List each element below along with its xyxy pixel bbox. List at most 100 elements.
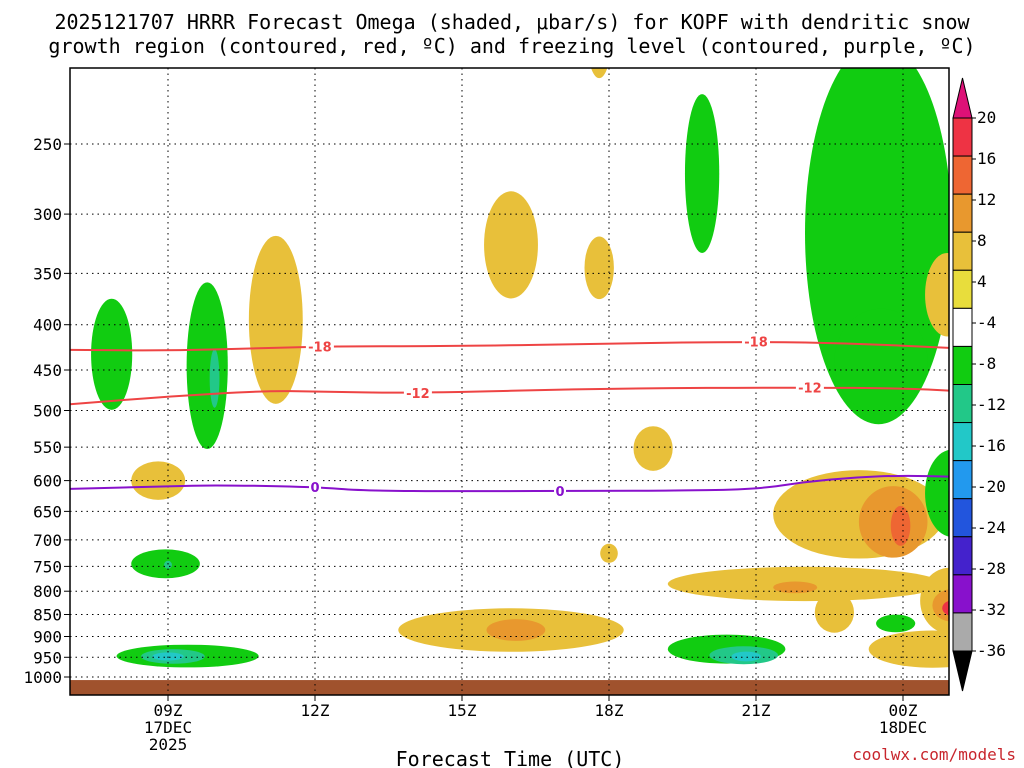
ytick-label-650: 650 xyxy=(33,502,62,521)
ground-below-surface xyxy=(70,680,949,695)
contour-label-bg-dgz-minus-12-1 xyxy=(795,380,824,395)
ytick-label-700: 700 xyxy=(33,531,62,550)
contour-label-bg-freezing-level-0-0 xyxy=(309,479,321,494)
ytick-label-450: 450 xyxy=(33,361,62,380)
omega-region-orange2-23.9h-680 xyxy=(890,505,911,546)
ytick-label-850: 850 xyxy=(33,606,62,625)
x-axis-title: Forecast Time (UTC) xyxy=(396,747,625,768)
colorbar-label-4: 4 xyxy=(977,272,987,291)
colorbar-bin-4 xyxy=(952,269,973,309)
colorbar-label-12: -32 xyxy=(977,600,1006,619)
omega-region-green-23.8h-440 xyxy=(834,308,928,415)
omega-shading-layer xyxy=(91,68,949,668)
colorbar-under-arrow xyxy=(952,650,973,692)
ytick-label-800: 800 xyxy=(33,582,62,601)
contour-label-dgz-minus-18-1: -18 xyxy=(744,336,768,351)
contour-freezing-level-0 xyxy=(70,474,949,493)
contour-label-bg-dgz-minus-12-0 xyxy=(403,386,432,401)
omega-region-yellow-18.8h-550 xyxy=(633,426,673,471)
omega-region-yellow-24.8h-930 xyxy=(868,630,949,668)
xtick-label-18-0: 18Z xyxy=(595,701,624,720)
credit-text: coolwx.com/models xyxy=(852,745,1016,764)
colorbar-bin-11 xyxy=(952,536,973,576)
contour-label-freezing-level-0-1: 0 xyxy=(555,485,564,500)
contour-label-dgz-minus-12-1: -12 xyxy=(798,382,822,397)
omega-region-cyan-9h-750 xyxy=(164,560,172,569)
chart-title-line-2: growth region (contoured, red, ºC) and f… xyxy=(48,34,975,58)
ytick-label-400: 400 xyxy=(33,316,62,335)
ytick-label-550: 550 xyxy=(33,438,62,457)
chart-title-line-1: 2025121707 HRRR Forecast Omega (shaded, … xyxy=(54,10,970,34)
xtick-label-12-0: 12Z xyxy=(301,701,330,720)
ytick-label-1000: 1000 xyxy=(23,668,62,687)
xtick-label-15-0: 15Z xyxy=(448,701,477,720)
colorbar-label-8: -16 xyxy=(977,436,1006,455)
y-axis-ticks: 250 300 350 400 450 500 550 600 650 700 750 800 850 9… xyxy=(23,135,70,687)
omega-region-orange-16h-880 xyxy=(486,619,546,641)
colorbar-label-13: -36 xyxy=(977,641,1006,660)
colorbar-over-arrow xyxy=(952,77,973,119)
plot-frame xyxy=(69,67,950,696)
colorbar-bin-1 xyxy=(952,155,973,195)
omega-region-cyan-9h-950 xyxy=(152,652,184,661)
ytick-label-500: 500 xyxy=(33,402,62,421)
omega-region-yellow-17.8h-200 xyxy=(591,68,608,79)
omega-region-yellow-22.6h-840 xyxy=(814,591,855,633)
contour-label-dgz-minus-18-0: -18 xyxy=(308,341,332,356)
colorbar-label-6: -8 xyxy=(977,354,996,373)
omega-region-orange-25h-830 xyxy=(932,589,949,622)
omega-region-yellow-16h-330 xyxy=(484,191,538,299)
grid-layer xyxy=(70,68,949,695)
colorbar-bin-9 xyxy=(952,460,973,500)
colorbar-label-0: 20 xyxy=(977,108,996,127)
ytick-label-950: 950 xyxy=(33,648,62,667)
omega-region-yellow-11.2h-390 xyxy=(248,235,303,404)
xtick-label-24-1: 18DEC xyxy=(879,718,927,737)
omega-region-green-25h-620 xyxy=(925,449,949,537)
colorbar-label-11: -28 xyxy=(977,559,1006,578)
xtick-label-24-0: 00Z xyxy=(889,701,918,720)
ytick-label-350: 350 xyxy=(33,264,62,283)
ytick-label-300: 300 xyxy=(33,205,62,224)
colorbar-label-3: 8 xyxy=(977,231,987,250)
ytick-label-900: 900 xyxy=(33,627,62,646)
contour-label-bg-dgz-minus-18-0 xyxy=(305,339,334,354)
colorbar-bin-8 xyxy=(952,422,973,462)
xtick-label-21-0: 21Z xyxy=(742,701,771,720)
colorbar-bin-12 xyxy=(952,574,973,614)
omega-region-cyan-20.8h-948 xyxy=(731,651,761,662)
xtick-label-9-0: 09Z xyxy=(154,701,183,720)
omega-region-red-25h-835 xyxy=(942,600,949,616)
colorbar-bin-13 xyxy=(952,612,973,652)
omega-region-yellow-25h-370 xyxy=(925,253,949,337)
colorbar-bin-0 xyxy=(952,117,973,157)
colorbar: 20 16 12 8 4 -4 -8 -12 -16 -20 -24 -28 -32 -36 xyxy=(952,77,1006,692)
contour-label-bg-dgz-minus-18-1 xyxy=(742,334,770,349)
colorbar-label-7: -12 xyxy=(977,395,1006,414)
omega-region-green-7.8h-430 xyxy=(91,298,133,410)
contour-label-dgz-minus-12-0: -12 xyxy=(406,387,430,402)
ytick-label-250: 250 xyxy=(33,135,62,154)
colorbar-bin-10 xyxy=(952,498,973,538)
colorbar-label-9: -20 xyxy=(977,477,1006,496)
ytick-label-750: 750 xyxy=(33,557,62,576)
colorbar-bin-7 xyxy=(952,384,973,424)
colorbar-label-10: -24 xyxy=(977,518,1006,537)
contour-dgz-minus-18 xyxy=(70,341,949,352)
colorbar-bin-5 xyxy=(952,307,973,347)
contour-label-freezing-level-0-0: 0 xyxy=(310,481,319,496)
omega-region-green-9.8h-440 xyxy=(186,282,228,450)
colorbar-bin-6 xyxy=(952,345,973,385)
contour-label-layer: -18 -18 -12 -12 0 0 xyxy=(305,334,824,500)
colorbar-bin-3 xyxy=(952,231,973,271)
colorbar-label-2: 12 xyxy=(977,190,996,209)
ytick-label-600: 600 xyxy=(33,472,62,491)
colorbar-label-5: -4 xyxy=(977,313,996,332)
xtick-label-9-2: 2025 xyxy=(149,735,188,754)
xtick-label-9-1: 17DEC xyxy=(144,718,192,737)
colorbar-bin-2 xyxy=(952,193,973,233)
ground-layer xyxy=(70,680,949,695)
omega-region-green-23.8h-870 xyxy=(876,614,916,633)
